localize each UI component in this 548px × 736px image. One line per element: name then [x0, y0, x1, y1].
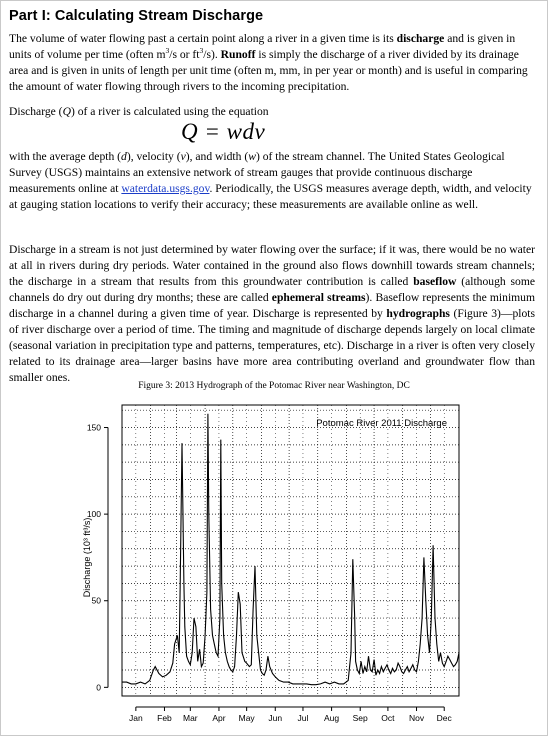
term-hydrographs: hydrographs	[386, 307, 450, 320]
paragraph-discharge-definition: The volume of water flowing past a certa…	[9, 32, 528, 93]
y-tick-label: 50	[92, 596, 102, 606]
y-tick-label: 150	[87, 423, 101, 433]
x-tick-label: Jan	[129, 713, 143, 723]
legend-label: Potomac River 2011 Discharge	[316, 418, 447, 429]
discharge-series-line	[122, 413, 460, 686]
x-tick-label: Oct	[381, 713, 395, 723]
y-tick-label: 100	[87, 509, 101, 519]
term-ephemeral-streams: ephemeral streams	[271, 291, 366, 304]
x-tick-label: Mar	[183, 713, 198, 723]
term-baseflow: baseflow	[413, 275, 457, 288]
x-tick-label: Jun	[268, 713, 282, 723]
paragraph-equation-intro: Discharge (Q) of a river is calculated u…	[9, 105, 269, 118]
paragraph-baseflow: Discharge in a stream is not just determ…	[9, 243, 535, 384]
x-tick-label: Feb	[157, 713, 172, 723]
paragraph-usgs: with the average depth (d), velocity (v)…	[9, 150, 532, 211]
figure-caption: Figure 3: 2013 Hydrograph of the Potomac…	[138, 381, 410, 391]
x-tick-label: May	[239, 713, 256, 723]
chart-grid	[121, 405, 460, 696]
plot-border	[121, 404, 460, 697]
x-tick-label: Nov	[409, 713, 425, 723]
x-tick-label: Sep	[353, 713, 368, 723]
x-tick-label: Dec	[437, 713, 453, 723]
term-runoff: Runoff	[220, 48, 256, 61]
y-tick-label: 0	[96, 682, 101, 692]
discharge-equation: Q = wdv	[181, 119, 266, 144]
usgs-waterdata-link[interactable]: waterdata.usgs.gov	[121, 182, 210, 195]
term-discharge: discharge	[396, 32, 445, 45]
x-tick-label: Aug	[324, 713, 339, 723]
y-axis-label: Discharge (10³ ft³/s)	[82, 518, 92, 598]
page-title: Part I: Calculating Stream Discharge	[9, 8, 264, 24]
hydrograph-chart: 0 50 100 150 Jan Feb Mar Apr May Jun Jul Aug Sep Oct N…	[82, 404, 460, 723]
chart-axes: 0 50 100 150 Jan Feb Mar Apr May Jun Jul Aug Sep Oct N…	[87, 423, 453, 723]
x-tick-label: Apr	[212, 713, 225, 723]
x-tick-label: Jul	[298, 713, 309, 723]
